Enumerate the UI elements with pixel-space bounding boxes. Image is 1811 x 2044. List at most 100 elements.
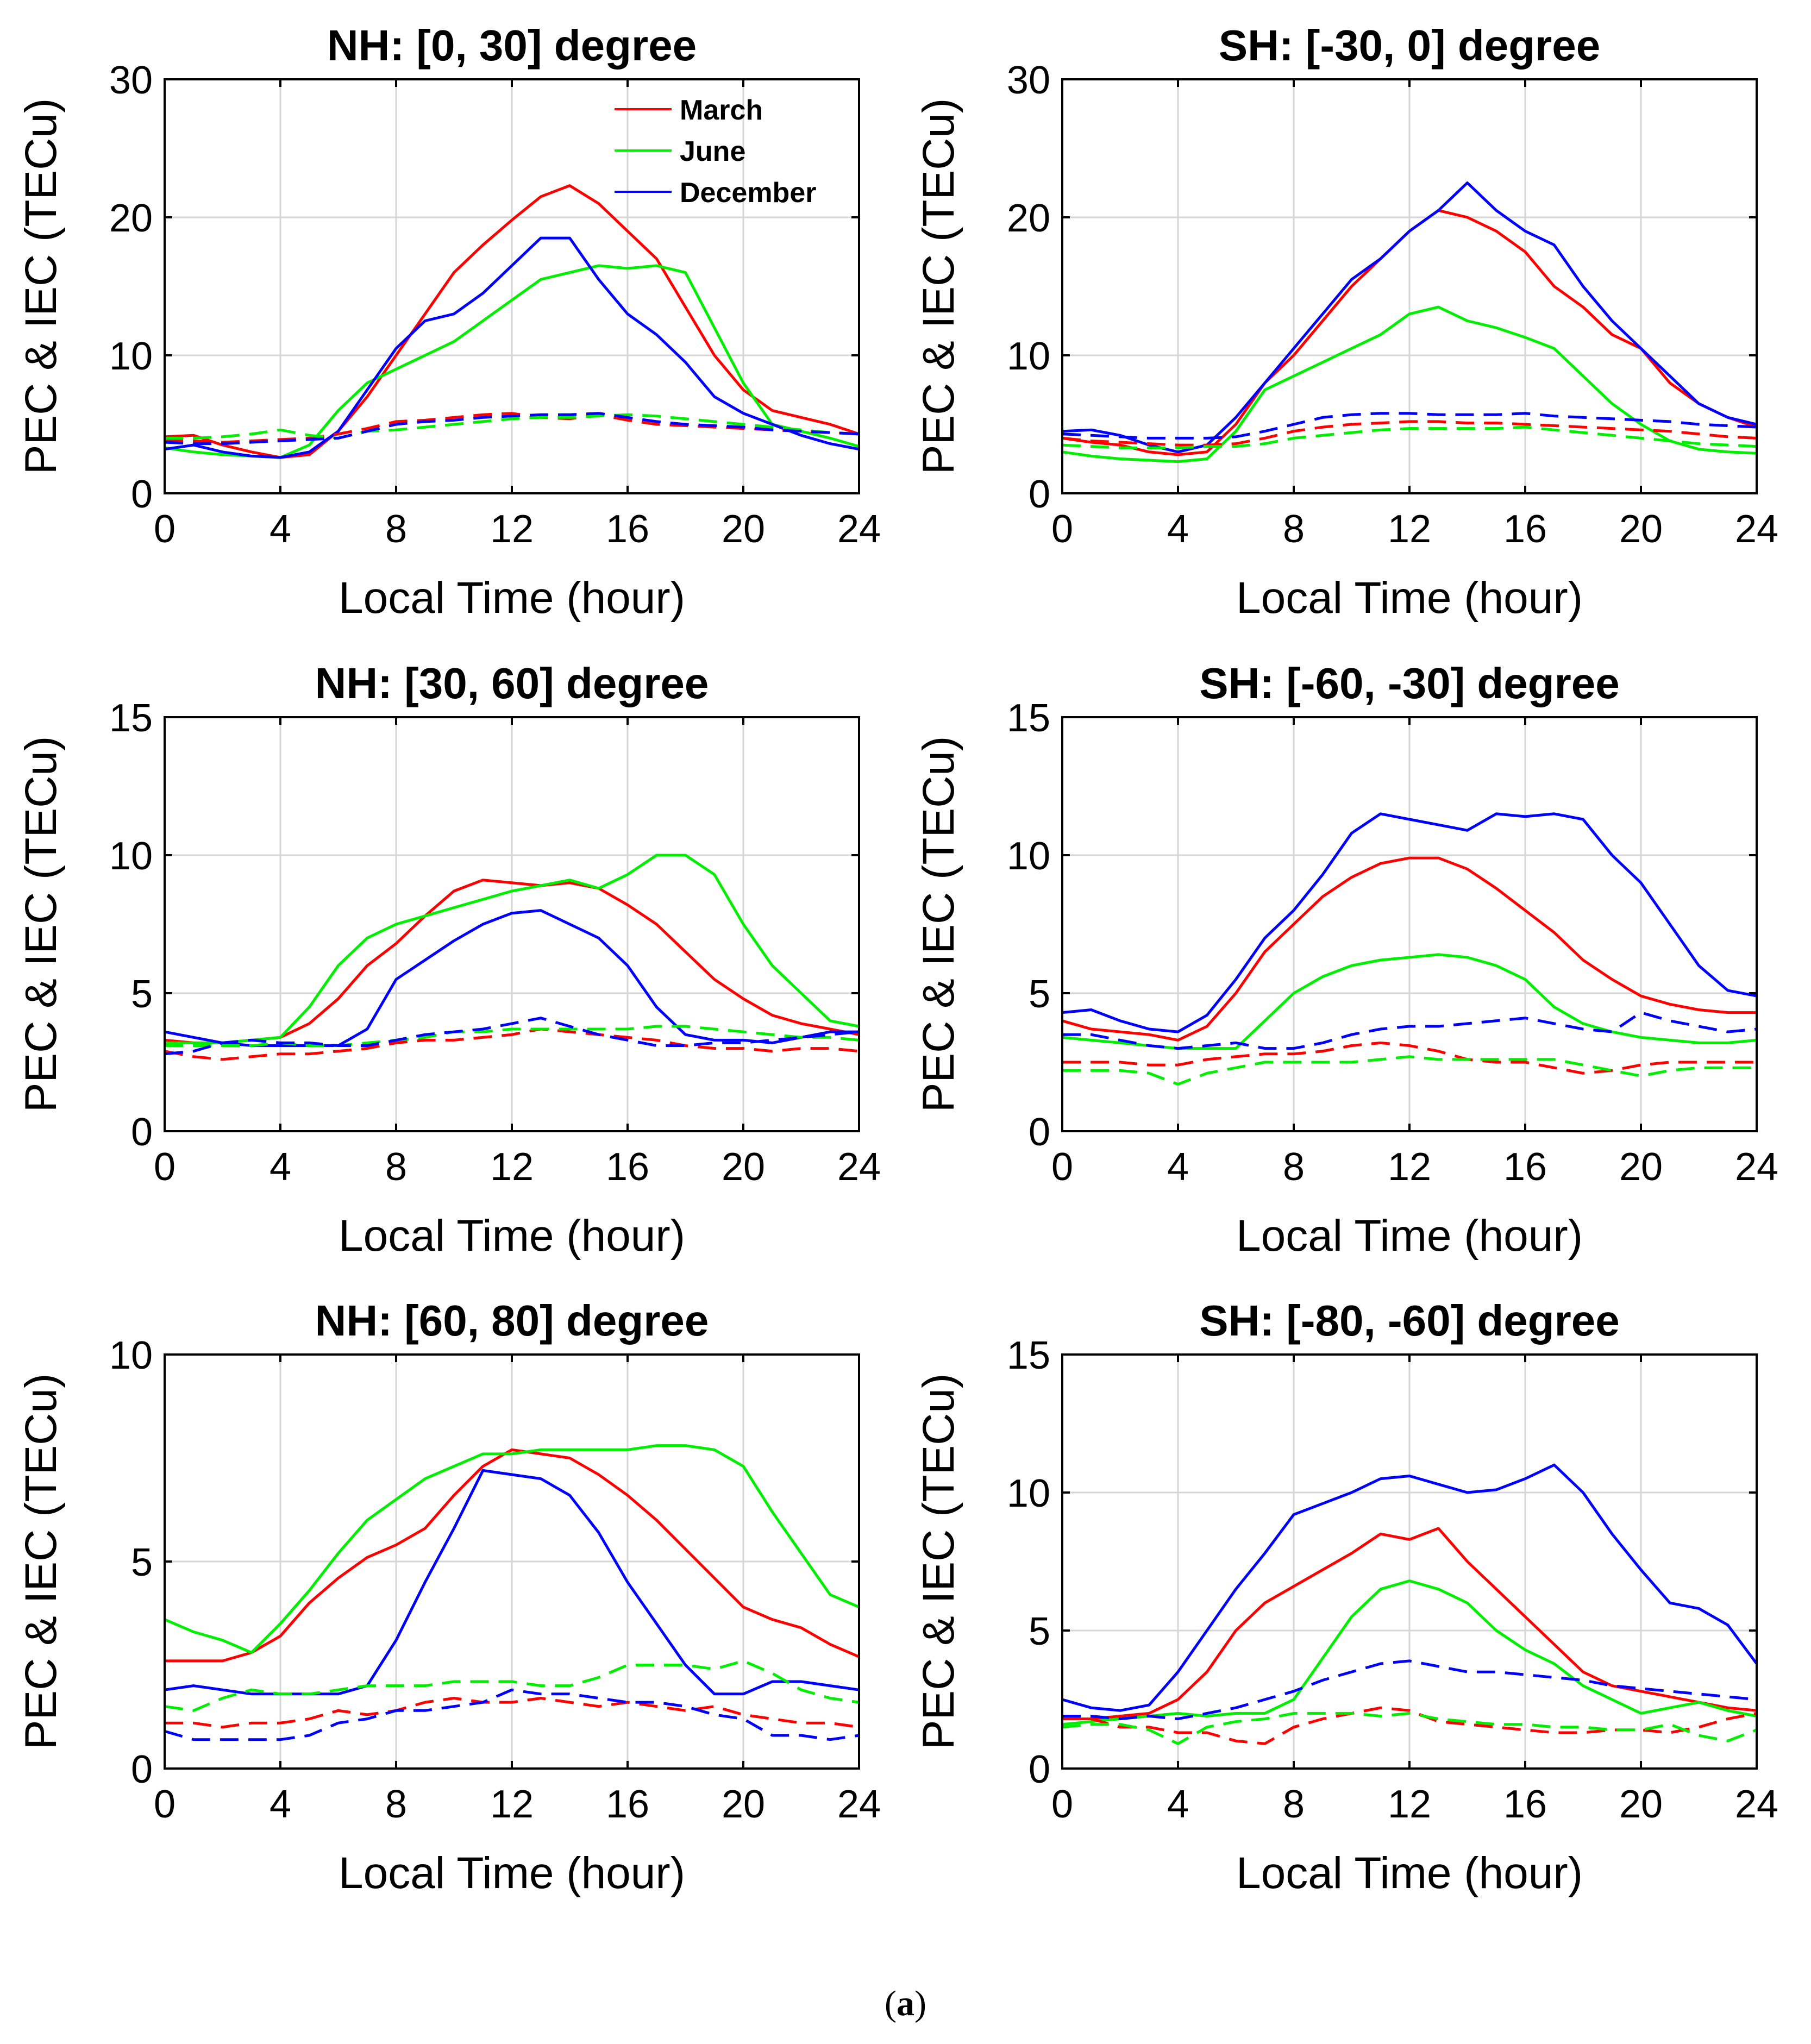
- chart-sh-m60-m30: 0 4 8 12 16 20 24 0 5 10 15 SH: [-60, -30] degree Lo…: [914, 659, 1778, 1261]
- x-tick-label: 12: [1388, 1783, 1431, 1826]
- chart-nh-0-30: 0 4 8 12 16 20 24 0 10 20 30 NH: [0, 30] degree Loca…: [16, 21, 881, 623]
- chart-title: SH: [-30, 0] degree: [1219, 21, 1600, 70]
- x-tick-label: 8: [385, 1783, 407, 1826]
- legend-label-march: March: [680, 95, 763, 126]
- legend-label-june: June: [680, 136, 745, 167]
- series-line-june-dashed: [1062, 425, 1757, 449]
- series-line-june-dashed: [164, 1659, 860, 1712]
- caption-open: (: [885, 1984, 897, 2023]
- y-tick-label: 15: [1007, 697, 1050, 740]
- series-line-december-dashed: [1062, 1011, 1757, 1050]
- chart-title: SH: [-60, -30] degree: [1199, 659, 1620, 707]
- x-tick-label: 12: [490, 507, 534, 551]
- x-tick-label: 16: [1503, 1145, 1547, 1189]
- x-tick-label: 12: [490, 1145, 534, 1189]
- series-line-december-solid: [1062, 181, 1757, 454]
- chart-title: SH: [-80, -60] degree: [1199, 1296, 1620, 1345]
- x-tick-label: 24: [837, 507, 881, 551]
- x-tick-label: 24: [1735, 1783, 1778, 1826]
- x-tick-label: 16: [606, 1783, 649, 1826]
- y-axis-label: PEC & IEC (TECu): [914, 736, 963, 1113]
- x-tick-label: 20: [1619, 1145, 1663, 1189]
- x-tick-label: 0: [154, 507, 176, 551]
- series-line-december-solid: [1062, 1463, 1758, 1712]
- series-line-march-dashed: [165, 1697, 860, 1729]
- x-tick-label: 20: [722, 1783, 765, 1826]
- y-tick-label: 0: [131, 1748, 153, 1791]
- y-axis-label: PEC & IEC (TECu): [16, 98, 66, 475]
- legend-label-december: December: [680, 177, 816, 209]
- chart-sh-m80-m60: 0 4 8 12 16 20 24 0 5 10 15 SH: [-80, -60] degree Lo…: [914, 1296, 1778, 1898]
- y-tick-label: 0: [1029, 1111, 1050, 1154]
- x-tick-label: 8: [1283, 1783, 1305, 1826]
- y-tick-label: 30: [109, 59, 153, 102]
- series-line-december-solid: [1062, 812, 1757, 1033]
- series-line-march-dashed: [1062, 1041, 1757, 1075]
- series-line-december-solid: [164, 236, 860, 459]
- x-tick-label: 8: [1283, 1145, 1305, 1189]
- x-tick-label: 4: [270, 1783, 291, 1826]
- series-line-december-dashed: [164, 1017, 860, 1056]
- y-tick-label: 5: [131, 1541, 153, 1584]
- y-axis-label: PEC & IEC (TECu): [16, 736, 66, 1113]
- x-tick-label: 20: [1619, 1783, 1663, 1826]
- x-axis-label: Local Time (hour): [339, 1848, 685, 1898]
- series-line-march-solid: [1062, 1527, 1757, 1721]
- y-axis-label: PEC & IEC (TECu): [16, 1374, 66, 1750]
- series-line-march-dashed: [1062, 1706, 1757, 1745]
- legend: March June December: [615, 95, 816, 209]
- y-tick-label: 15: [109, 697, 153, 740]
- x-tick-label: 4: [1167, 507, 1189, 551]
- series-line-december-dashed: [164, 412, 860, 446]
- x-tick-label: 16: [606, 507, 649, 551]
- chart-title: NH: [60, 80] degree: [315, 1296, 709, 1345]
- series-line-june-dashed: [165, 413, 860, 440]
- y-tick-label: 5: [1029, 973, 1050, 1016]
- chart-nh-30-60: 0 4 8 12 16 20 24 0 5 10 15 NH: [30, 60] degree Loca…: [16, 659, 881, 1261]
- series-line-june-dashed: [1062, 1055, 1757, 1086]
- x-tick-label: 0: [1051, 1783, 1073, 1826]
- series-line-june-solid: [1062, 1579, 1757, 1726]
- series-line-june-solid: [1062, 305, 1757, 463]
- x-tick-label: 12: [490, 1783, 534, 1826]
- y-tick-label: 10: [109, 835, 153, 878]
- x-tick-label: 0: [1051, 1145, 1073, 1189]
- y-tick-label: 20: [1007, 197, 1050, 240]
- x-tick-label: 0: [1051, 507, 1073, 551]
- y-tick-label: 20: [109, 197, 153, 240]
- x-tick-label: 0: [154, 1783, 176, 1826]
- y-tick-label: 10: [1007, 1472, 1050, 1515]
- y-axis-label: PEC & IEC (TECu): [914, 98, 963, 475]
- y-tick-label: 30: [1007, 59, 1050, 102]
- x-axis-label: Local Time (hour): [1236, 1211, 1583, 1261]
- x-tick-label: 12: [1388, 507, 1431, 551]
- chart-nh-60-80: 0 4 8 12 16 20 24 0 5 10 NH: [60, 80] degree Local …: [16, 1296, 881, 1898]
- x-tick-label: 20: [1619, 507, 1663, 551]
- y-tick-label: 0: [131, 473, 153, 516]
- x-axis-label: Local Time (hour): [1236, 573, 1583, 623]
- x-tick-label: 0: [154, 1145, 176, 1189]
- x-tick-label: 24: [1735, 507, 1778, 551]
- series-line-june-solid: [164, 1444, 860, 1654]
- x-axis-label: Local Time (hour): [339, 573, 685, 623]
- x-tick-label: 4: [270, 1145, 291, 1189]
- y-tick-label: 15: [1007, 1334, 1050, 1377]
- y-axis-label: PEC & IEC (TECu): [914, 1374, 963, 1750]
- x-tick-label: 12: [1388, 1145, 1431, 1189]
- x-tick-label: 8: [1283, 507, 1305, 551]
- x-tick-label: 24: [1735, 1145, 1778, 1189]
- x-tick-label: 4: [270, 507, 291, 551]
- x-tick-label: 24: [837, 1145, 881, 1189]
- x-tick-label: 4: [1167, 1145, 1189, 1189]
- y-tick-label: 10: [109, 335, 153, 378]
- y-tick-label: 0: [131, 1111, 153, 1154]
- y-tick-label: 10: [1007, 835, 1050, 878]
- caption-close: ): [914, 1984, 926, 2023]
- x-tick-label: 16: [1503, 1783, 1547, 1826]
- series-line-march-solid: [165, 1448, 860, 1663]
- series-line-december-dashed: [1062, 412, 1757, 440]
- caption-label: a: [897, 1984, 914, 2023]
- y-tick-label: 5: [1029, 1610, 1050, 1653]
- y-tick-label: 10: [109, 1334, 153, 1377]
- series-line-december-dashed: [164, 1688, 860, 1741]
